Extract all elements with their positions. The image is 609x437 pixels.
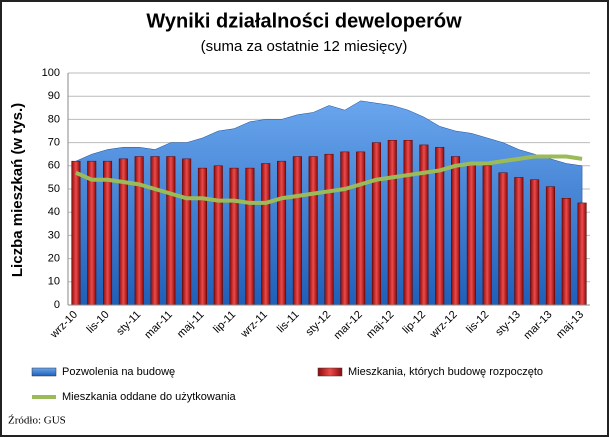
bar xyxy=(482,165,492,306)
bar xyxy=(577,202,587,306)
bar xyxy=(451,156,461,306)
bar xyxy=(277,160,287,306)
bar xyxy=(229,167,239,306)
bar xyxy=(245,167,255,306)
y-tick-label: 90 xyxy=(48,90,60,102)
bar xyxy=(514,177,524,306)
bar xyxy=(466,163,476,306)
legend-label: Pozwolenia na budowę xyxy=(62,366,175,378)
y-tick-label: 60 xyxy=(48,160,60,172)
y-tick-label: 10 xyxy=(48,276,60,288)
bar xyxy=(103,160,113,306)
bar xyxy=(150,156,160,306)
bar xyxy=(530,179,540,306)
bar xyxy=(87,160,97,306)
y-tick-label: 40 xyxy=(48,206,60,218)
y-axis-label: Liczba mieszkań (w tys.) xyxy=(9,103,26,277)
bar xyxy=(197,167,207,306)
bar xyxy=(261,163,271,306)
bar xyxy=(166,156,176,306)
bar xyxy=(71,160,81,306)
y-tick-label: 80 xyxy=(48,113,60,125)
bar xyxy=(498,172,508,306)
line xyxy=(75,154,583,205)
bar xyxy=(371,142,381,306)
bar xyxy=(182,158,192,306)
source: Źródło: GUS xyxy=(8,415,66,427)
y-tick-label: 50 xyxy=(48,183,60,195)
bar xyxy=(134,156,144,306)
bar xyxy=(387,140,397,306)
chart-subtitle: (suma za ostatnie 12 miesięcy) xyxy=(201,38,408,55)
bar xyxy=(545,186,555,306)
y-tick-label: 20 xyxy=(48,253,60,265)
y-tick-label: 30 xyxy=(48,229,60,241)
y-tick-label: 100 xyxy=(42,67,60,79)
bar xyxy=(419,144,429,306)
bar xyxy=(324,153,334,306)
legend-label: Mieszkania, których budowę rozpoczęto xyxy=(348,366,543,378)
y-tick-label: 70 xyxy=(48,137,60,149)
bar xyxy=(561,198,571,306)
chart-title: Wyniki działalności deweloperów xyxy=(146,10,462,32)
y-tick-label: 0 xyxy=(54,299,60,311)
legend-swatch xyxy=(317,367,343,377)
legend-label: Mieszkania oddane do użytkowania xyxy=(62,391,237,403)
legend-swatch xyxy=(31,367,57,377)
bar xyxy=(356,151,366,306)
bar xyxy=(340,151,350,306)
bar xyxy=(403,140,413,306)
bar xyxy=(213,165,223,306)
bar xyxy=(308,156,318,306)
bar xyxy=(292,156,302,306)
